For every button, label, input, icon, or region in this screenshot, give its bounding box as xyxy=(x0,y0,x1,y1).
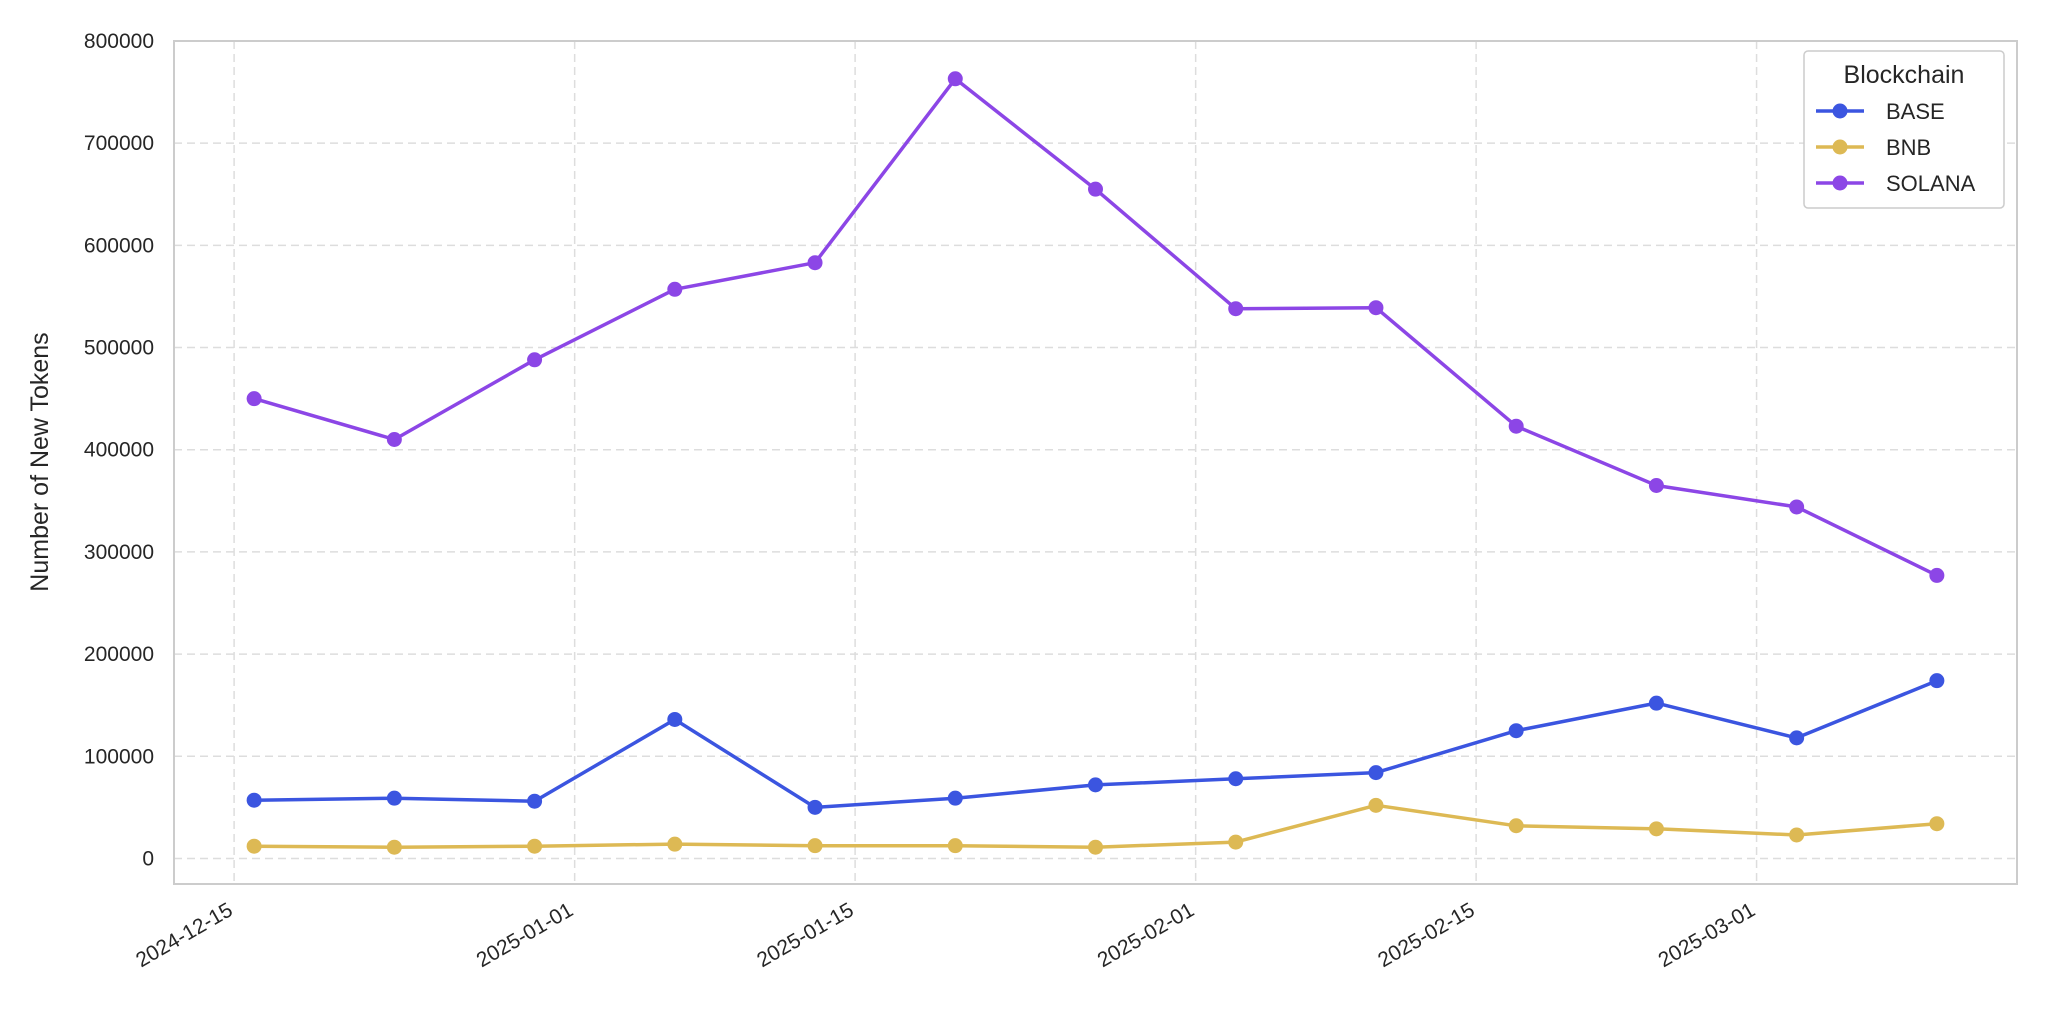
x-tick-label: 2025-01-01 xyxy=(473,898,578,972)
legend-label-bnb: BNB xyxy=(1886,135,1931,160)
data-point-bnb xyxy=(667,836,683,852)
y-tick-label: 300000 xyxy=(84,541,154,564)
data-point-bnb xyxy=(1929,816,1945,832)
data-point-solana xyxy=(386,432,402,448)
y-tick-label: 100000 xyxy=(84,745,154,768)
y-tick-label: 500000 xyxy=(84,337,154,360)
data-point-bnb xyxy=(1789,827,1805,843)
series xyxy=(246,71,1945,855)
data-point-solana xyxy=(1508,418,1524,434)
data-point-base xyxy=(667,711,683,727)
axes: 0 100000 200000 300000 400000 500000 600000 700… xyxy=(84,30,2018,972)
data-point-solana xyxy=(527,352,543,368)
legend-box xyxy=(1803,50,2005,209)
y-tick-label: 600000 xyxy=(84,234,154,257)
legend-label-base: BASE xyxy=(1886,99,1945,124)
y-tick-label: 0 xyxy=(142,847,154,870)
x-tick-label: 2024-12-15 xyxy=(132,898,237,972)
data-point-solana xyxy=(667,281,683,297)
data-point-solana xyxy=(1789,499,1805,515)
legend-title: Blockchain xyxy=(1844,61,1965,89)
data-point-solana xyxy=(947,71,963,87)
data-point-bnb xyxy=(1648,821,1664,837)
series-line-solana xyxy=(252,77,1939,578)
data-point-solana xyxy=(1088,181,1103,197)
y-tick-label: 700000 xyxy=(84,132,154,155)
x-tick-label: 2025-02-01 xyxy=(1094,898,1199,972)
data-point-base xyxy=(1789,730,1805,746)
data-point-bnb xyxy=(947,838,963,854)
y-tick-label: 400000 xyxy=(84,439,154,462)
data-point-bnb xyxy=(1508,818,1524,834)
x-tick-label: 2025-02-15 xyxy=(1374,898,1479,972)
data-point-base xyxy=(246,792,262,808)
data-point-bnb xyxy=(1368,797,1384,813)
data-point-base xyxy=(1648,695,1664,711)
legend: Blockchain BASE BNB SOLANA xyxy=(1803,50,2005,209)
data-point-solana xyxy=(246,391,262,407)
data-point-base xyxy=(1368,765,1384,781)
x-tick-label: 2025-03-01 xyxy=(1655,898,1760,972)
y-axis-title: Number of New Tokens xyxy=(26,332,54,591)
data-point-solana xyxy=(1368,300,1384,316)
data-point-solana xyxy=(1648,477,1664,493)
data-point-solana xyxy=(807,255,823,271)
data-point-bnb xyxy=(527,838,543,854)
data-point-base xyxy=(947,790,963,806)
data-point-bnb xyxy=(1088,839,1103,855)
legend-marker-base xyxy=(1832,103,1848,119)
data-point-solana xyxy=(1228,301,1244,317)
grid xyxy=(174,40,2017,884)
data-point-solana xyxy=(1929,567,1945,583)
data-point-base xyxy=(807,799,823,815)
plot-frame xyxy=(173,40,2018,885)
data-point-bnb xyxy=(246,838,262,854)
data-point-bnb xyxy=(807,838,823,854)
y-tick-label: 800000 xyxy=(84,30,154,53)
data-point-base xyxy=(386,790,402,806)
data-point-bnb xyxy=(1228,834,1244,850)
data-point-base xyxy=(1929,673,1945,689)
y-tick-label: 200000 xyxy=(84,643,154,666)
data-point-base xyxy=(1088,777,1103,793)
legend-label-solana: SOLANA xyxy=(1886,171,1976,196)
data-point-base xyxy=(527,793,543,809)
legend-marker-solana xyxy=(1832,175,1848,191)
data-point-base xyxy=(1508,723,1524,739)
legend-marker-bnb xyxy=(1832,139,1848,155)
data-point-base xyxy=(1228,771,1244,787)
data-point-bnb xyxy=(386,839,402,855)
x-tick-label: 2025-01-15 xyxy=(753,898,858,972)
